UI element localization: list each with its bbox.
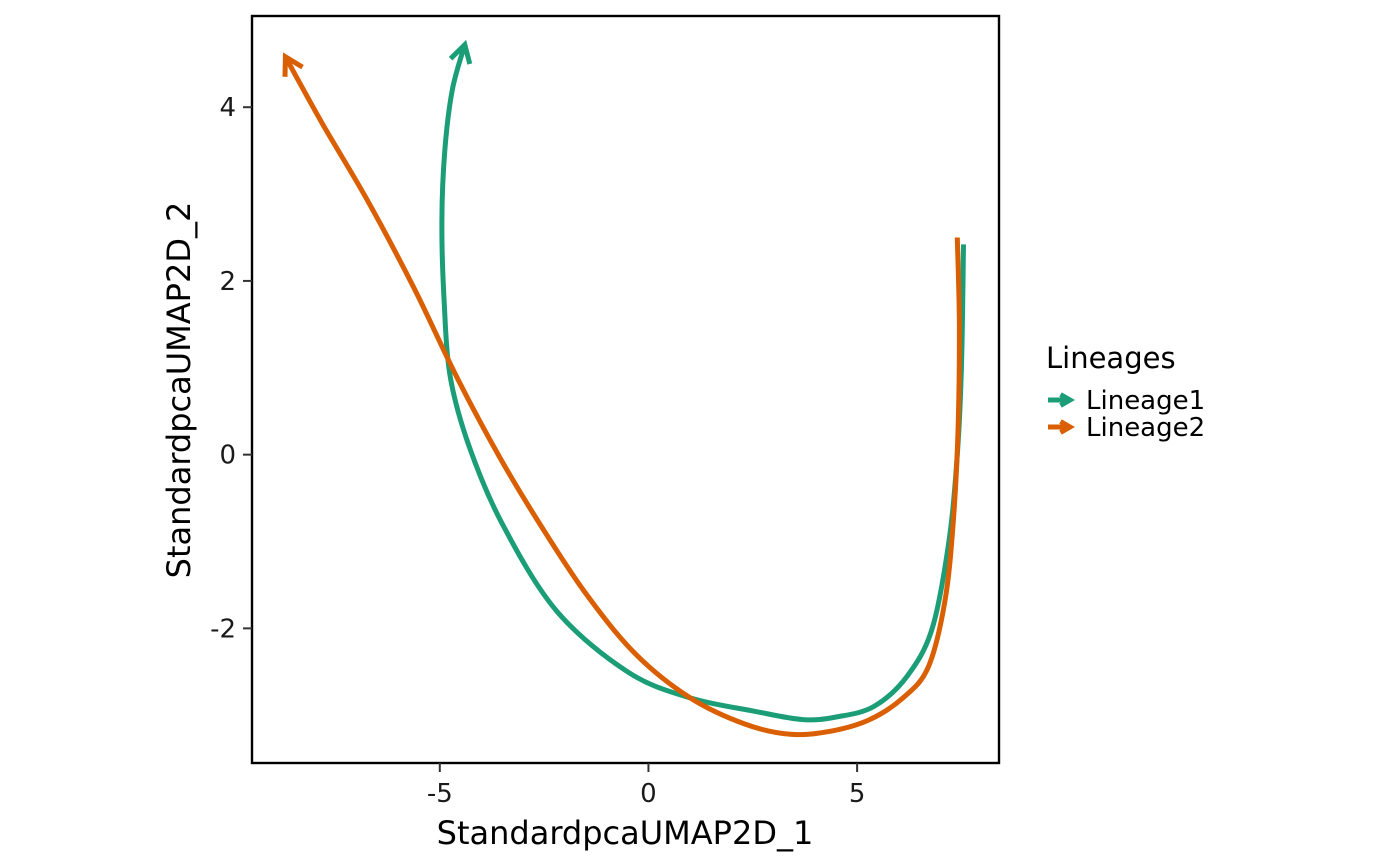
- series-arrowhead-lineage2: [282, 52, 304, 77]
- arrows-layer: [282, 39, 473, 77]
- y-axis-title: StandardpcaUMAP2D_2: [160, 202, 198, 579]
- series-arrowhead-lineage1: [448, 39, 473, 65]
- y-tick-label: 0: [219, 441, 236, 471]
- x-tick-label: 0: [640, 779, 657, 809]
- x-tick-label: 5: [849, 779, 866, 809]
- y-axis: -2 0 2 4: [210, 93, 252, 644]
- y-tick-label: 4: [219, 93, 236, 123]
- legend-label-lineage1: Lineage1: [1086, 386, 1205, 416]
- legend-key-arrow-lineage1: [1059, 392, 1075, 408]
- y-tick-label: -2: [210, 614, 236, 644]
- y-tick-label: 2: [219, 267, 236, 297]
- legend-label-lineage2: Lineage2: [1086, 413, 1205, 443]
- x-tick-label: -5: [427, 779, 453, 809]
- x-axis-title: StandardpcaUMAP2D_1: [437, 814, 814, 852]
- plot-panel-border: [250, 14, 1001, 765]
- legend-title: Lineages: [1046, 341, 1176, 375]
- series-line-lineage2: [283, 55, 962, 738]
- curves-layer: [283, 44, 966, 738]
- series-line-lineage1: [439, 44, 966, 723]
- x-axis: -5 0 5: [427, 763, 866, 809]
- legend-key-arrow-lineage2: [1059, 419, 1075, 435]
